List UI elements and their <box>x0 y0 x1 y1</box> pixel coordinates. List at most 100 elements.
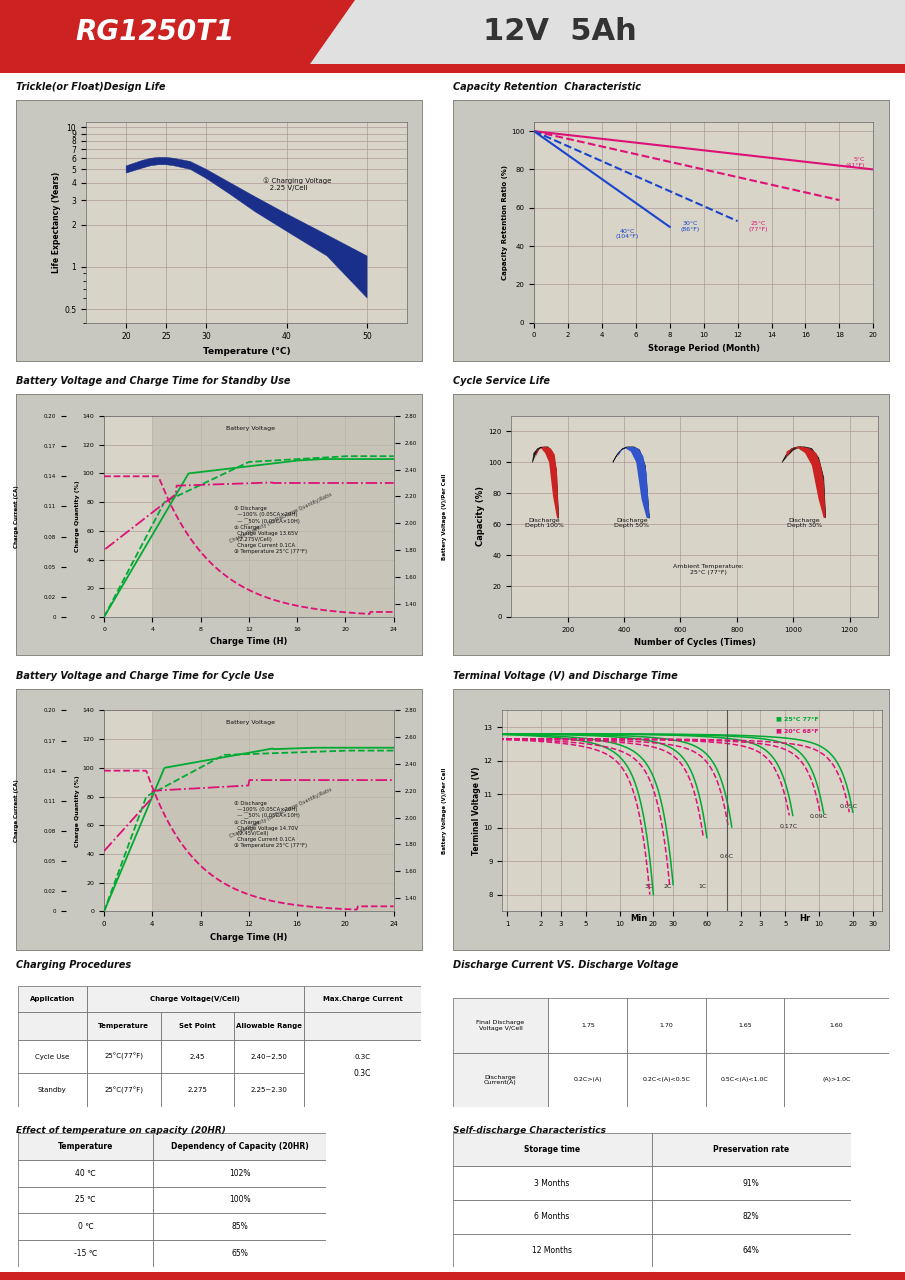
Bar <box>784 1052 889 1107</box>
Bar <box>18 1187 154 1213</box>
Text: Charge Quantity (to-Discharge Quantity)Ratio: Charge Quantity (to-Discharge Quantity)R… <box>229 787 332 838</box>
Text: Capacity Retention  Characteristic: Capacity Retention Characteristic <box>452 82 641 92</box>
Bar <box>18 1213 154 1240</box>
Bar <box>87 1041 161 1073</box>
Bar <box>154 1240 326 1267</box>
Bar <box>452 1234 652 1267</box>
Y-axis label: Capacity (%): Capacity (%) <box>476 486 485 547</box>
Text: 2.275: 2.275 <box>187 1087 207 1093</box>
Text: 0.2C>(A): 0.2C>(A) <box>574 1078 602 1083</box>
Bar <box>548 1052 627 1107</box>
X-axis label: Charge Time (H): Charge Time (H) <box>210 933 288 942</box>
Bar <box>154 1187 326 1213</box>
Y-axis label: Charge Current (CA): Charge Current (CA) <box>14 780 19 842</box>
Text: 30°C
(86°F): 30°C (86°F) <box>681 221 700 232</box>
Bar <box>304 1012 421 1041</box>
Bar <box>304 1041 421 1107</box>
Text: Terminal Voltage (V) and Discharge Time: Terminal Voltage (V) and Discharge Time <box>452 671 677 681</box>
Text: Charge Quantity (to-Discharge Quantity)Ratio: Charge Quantity (to-Discharge Quantity)R… <box>229 493 332 544</box>
Text: Final Discharge
Voltage V/Cell: Final Discharge Voltage V/Cell <box>476 1020 525 1030</box>
Text: 82%: 82% <box>743 1212 759 1221</box>
Bar <box>304 986 421 1012</box>
Bar <box>652 1201 851 1234</box>
Text: 1.65: 1.65 <box>738 1023 751 1028</box>
Text: Ambient Temperature:
25°C (77°F): Ambient Temperature: 25°C (77°F) <box>673 564 744 575</box>
Text: 102%: 102% <box>229 1169 251 1178</box>
Bar <box>233 1012 304 1041</box>
Text: 5°C
(41°F): 5°C (41°F) <box>845 156 865 168</box>
Y-axis label: Battery Voltage (V)/Per Cell: Battery Voltage (V)/Per Cell <box>442 768 446 854</box>
Text: Temperature: Temperature <box>58 1142 113 1151</box>
Bar <box>161 1073 233 1107</box>
Polygon shape <box>532 447 558 518</box>
Bar <box>18 1133 154 1160</box>
Bar <box>233 1041 304 1073</box>
Text: Trickle(or Float)Design Life: Trickle(or Float)Design Life <box>16 82 166 92</box>
Text: Self-discharge Characteristics: Self-discharge Characteristics <box>452 1126 605 1135</box>
Polygon shape <box>617 447 650 518</box>
X-axis label: Temperature (°C): Temperature (°C) <box>203 347 291 356</box>
Polygon shape <box>535 447 558 518</box>
Text: Application: Application <box>30 996 75 1002</box>
Bar <box>548 998 627 1052</box>
Text: 85%: 85% <box>232 1222 248 1231</box>
Text: 91%: 91% <box>743 1179 759 1188</box>
Bar <box>627 1052 706 1107</box>
Text: Dependency of Capacity (20HR): Dependency of Capacity (20HR) <box>171 1142 309 1151</box>
Bar <box>452 1166 652 1201</box>
Text: Temperature: Temperature <box>99 1023 149 1029</box>
Text: 25°C(77°F): 25°C(77°F) <box>104 1053 143 1060</box>
Bar <box>452 998 548 1052</box>
Polygon shape <box>126 157 367 298</box>
Bar <box>152 416 394 617</box>
Bar <box>87 1012 161 1041</box>
X-axis label: Number of Cycles (Times): Number of Cycles (Times) <box>634 639 756 648</box>
Text: 25°C
(77°F): 25°C (77°F) <box>748 221 767 232</box>
Text: 0.3C: 0.3C <box>355 1053 370 1060</box>
Text: Set Point: Set Point <box>179 1023 215 1029</box>
Text: Effect of temperature on capacity (20HR): Effect of temperature on capacity (20HR) <box>16 1126 226 1135</box>
Text: Storage time: Storage time <box>524 1146 580 1155</box>
Text: RG1250T1: RG1250T1 <box>75 18 234 46</box>
Text: 12V  5Ah: 12V 5Ah <box>483 17 637 46</box>
Bar <box>652 1166 851 1201</box>
Bar <box>18 1073 87 1107</box>
Text: Cycle Service Life: Cycle Service Life <box>452 376 549 387</box>
Y-axis label: Capacity Retention Ratio (%): Capacity Retention Ratio (%) <box>502 165 508 279</box>
Bar <box>154 1213 326 1240</box>
Text: ■ 20°C 68°F: ■ 20°C 68°F <box>776 728 818 733</box>
Text: 2.40~2.50: 2.40~2.50 <box>251 1053 287 1060</box>
Text: 40°C
(104°F): 40°C (104°F) <box>615 229 639 239</box>
X-axis label: Charge Time (H): Charge Time (H) <box>210 637 288 646</box>
Y-axis label: Charge Quantity (%): Charge Quantity (%) <box>75 481 80 552</box>
Bar <box>18 1240 154 1267</box>
Text: ■ 25°C 77°F: ■ 25°C 77°F <box>776 717 818 722</box>
Y-axis label: Terminal Voltage (V): Terminal Voltage (V) <box>472 767 481 855</box>
Y-axis label: Life Expectancy (Years): Life Expectancy (Years) <box>52 172 62 273</box>
Text: 0 ℃: 0 ℃ <box>78 1222 94 1231</box>
Bar <box>18 1160 154 1187</box>
Text: 1C: 1C <box>699 884 707 888</box>
Bar <box>452 1201 652 1234</box>
Text: Standby: Standby <box>38 1087 67 1093</box>
Bar <box>154 1133 326 1160</box>
Text: 0.3C: 0.3C <box>354 1069 371 1078</box>
Polygon shape <box>0 0 355 64</box>
Polygon shape <box>782 447 825 518</box>
Bar <box>161 1012 233 1041</box>
Text: Cycle Use: Cycle Use <box>35 1053 70 1060</box>
Text: Battery Voltage: Battery Voltage <box>225 721 275 726</box>
Bar <box>452 1052 548 1107</box>
Text: 1.60: 1.60 <box>830 1023 843 1028</box>
Y-axis label: Battery Voltage (V)/Per Cell: Battery Voltage (V)/Per Cell <box>442 474 446 559</box>
Y-axis label: Charge Current (CA): Charge Current (CA) <box>14 485 19 548</box>
Text: Discharge
Depth 30%: Discharge Depth 30% <box>787 517 822 529</box>
Text: Discharge
Depth 50%: Discharge Depth 50% <box>614 517 650 529</box>
Text: Min: Min <box>631 914 648 923</box>
Polygon shape <box>613 447 650 518</box>
Text: Discharge Current VS. Discharge Voltage: Discharge Current VS. Discharge Voltage <box>452 960 678 970</box>
Text: Battery Voltage and Charge Time for Cycle Use: Battery Voltage and Charge Time for Cycl… <box>16 671 274 681</box>
Text: 0.2C<(A)<0.5C: 0.2C<(A)<0.5C <box>643 1078 691 1083</box>
Bar <box>652 1234 851 1267</box>
Text: Battery Voltage and Charge Time for Standby Use: Battery Voltage and Charge Time for Stan… <box>16 376 291 387</box>
